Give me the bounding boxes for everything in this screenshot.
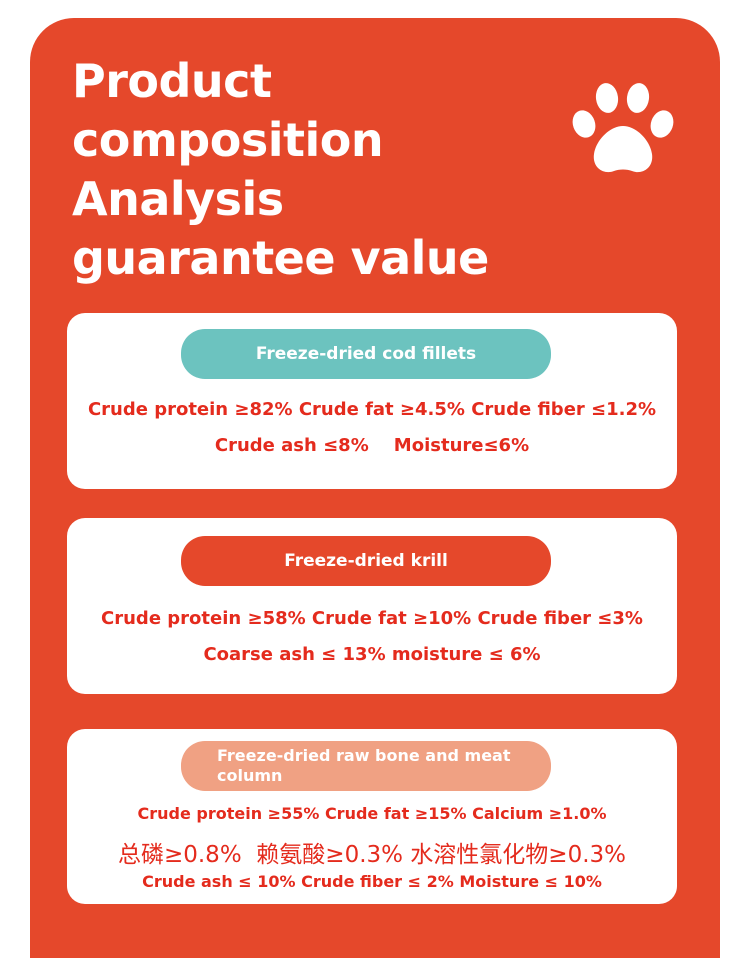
nutrient-line: Crude protein ≥55% Crude fat ≥15% Calciu… (137, 804, 607, 823)
nutrient-line: Crude protein ≥58% Crude fat ≥10% Crude … (101, 608, 643, 629)
nutrient-line-chinese: 总磷≥0.8% 赖氨酸≥0.3% 水溶性氯化物≥0.3% (117, 842, 627, 868)
page-title: Product composition Analysis guarantee v… (72, 52, 542, 288)
title-line: Analysis (72, 172, 284, 226)
bone-meat-label: Freeze-dried raw bone and meat column (181, 741, 551, 791)
bone-meat-card: Freeze-dried raw bone and meat column Cr… (67, 729, 677, 904)
krill-label: Freeze-dried krill (181, 536, 551, 586)
krill-card: Freeze-dried krill Crude protein ≥58% Cr… (67, 518, 677, 694)
title-line: composition (72, 113, 384, 167)
nutrient-line: Coarse ash ≤ 13% moisture ≤ 6% (203, 644, 541, 665)
paw-print-icon (572, 83, 674, 173)
cod-fillets-card: Freeze-dried cod fillets Crude protein ≥… (67, 313, 677, 489)
cod-fillets-label: Freeze-dried cod fillets (181, 329, 551, 379)
nutrient-line: Crude protein ≥82% Crude fat ≥4.5% Crude… (87, 399, 657, 420)
nutrient-line: Crude ash ≤8% Moisture≤6% (214, 435, 530, 456)
nutrient-line: Crude ash ≤ 10% Crude fiber ≤ 2% Moistur… (142, 872, 602, 891)
title-line: guarantee value (72, 231, 489, 285)
title-line: Product (72, 54, 272, 108)
